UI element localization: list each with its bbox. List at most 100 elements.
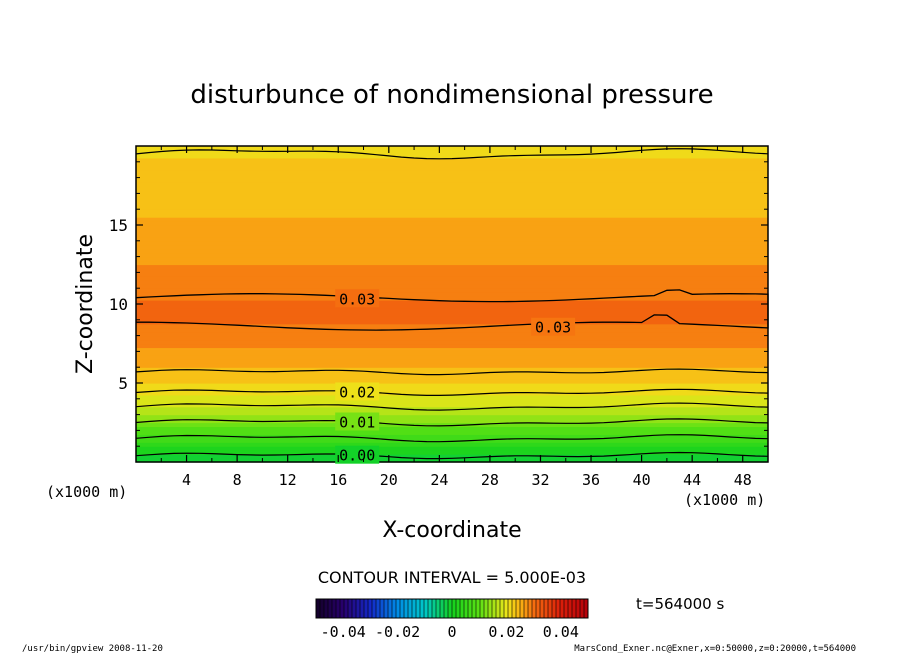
x-tick-label: 8 <box>233 471 242 489</box>
contour-band <box>136 430 768 435</box>
contour-band <box>136 418 768 424</box>
contour-band <box>136 450 768 455</box>
colorbar-cell <box>396 599 401 618</box>
colorbar-cell <box>420 599 425 618</box>
x-tick-label: 28 <box>481 471 499 489</box>
colorbar-cell <box>376 599 381 618</box>
contour-band <box>136 280 768 285</box>
colorbar-cell <box>564 599 569 618</box>
contour-band <box>136 209 768 214</box>
contour-band <box>136 146 768 151</box>
contour-band <box>136 296 768 301</box>
contour-label: 0.00 <box>335 445 380 465</box>
colorbar-cell <box>324 599 329 618</box>
contour-band <box>136 438 768 443</box>
contour-band <box>136 173 768 179</box>
contour-band <box>136 300 768 305</box>
contour-band <box>136 165 768 171</box>
x-tick-label: 16 <box>329 471 347 489</box>
x-tick-label: 24 <box>430 471 448 489</box>
contour-band <box>136 414 768 420</box>
colorbar-tick-label: 0 <box>447 623 456 641</box>
contour-label-text: 0.02 <box>339 383 375 401</box>
contour-band <box>136 264 768 270</box>
colorbar-cell <box>536 599 541 618</box>
contour-band <box>136 232 768 238</box>
contour-label-bg <box>335 445 380 464</box>
contour-band <box>136 217 768 222</box>
contour-band <box>136 386 768 392</box>
colorbar-cell <box>360 599 365 618</box>
contour-band <box>136 248 768 254</box>
colorbar-cell <box>568 599 573 618</box>
contour-label-bg <box>335 382 380 401</box>
contour-band <box>136 221 768 226</box>
x-tick-label: 40 <box>633 471 651 489</box>
x-tick-label: 4 <box>182 471 191 489</box>
contour-band <box>136 343 768 349</box>
contour-band <box>136 225 768 230</box>
colorbar-cell <box>444 599 449 618</box>
contour-band <box>136 375 768 380</box>
colorbar-tick-label: -0.02 <box>375 623 420 641</box>
colorbar-cell <box>544 599 549 618</box>
contour-band <box>136 240 768 246</box>
contour-band <box>136 177 768 183</box>
contour-band <box>136 197 768 202</box>
colorbar-cell <box>508 599 513 618</box>
contour-band <box>136 149 768 155</box>
y-tick-label: 10 <box>109 295 128 314</box>
contour-band <box>136 363 768 368</box>
contour-band <box>136 351 768 356</box>
colorbar-cell <box>388 599 393 618</box>
contour-label-bg <box>335 412 380 431</box>
contour-band <box>136 185 768 191</box>
colorbar-cell <box>340 599 345 618</box>
colorbar-cell <box>464 599 469 618</box>
colorbar-cell <box>468 599 473 618</box>
colorbar-cell <box>560 599 565 618</box>
colorbar-cell <box>584 599 589 618</box>
colorbar-cell <box>520 599 525 618</box>
contour-band <box>136 307 768 313</box>
contour-band <box>136 458 768 463</box>
contour-band <box>136 189 768 194</box>
contour-band <box>136 383 768 388</box>
contour-band <box>136 292 768 297</box>
contour-band <box>136 315 768 321</box>
colorbar-frame <box>315 598 589 619</box>
contour-band <box>136 252 768 258</box>
colorbar-cell <box>528 599 533 618</box>
x-axis-label: X-coordinate <box>382 518 521 543</box>
colorbar-cell <box>496 599 501 618</box>
colorbar-cell <box>416 599 421 618</box>
contour-label-bg <box>335 289 380 308</box>
contour-band <box>136 236 768 242</box>
contour-band <box>136 406 768 412</box>
colorbar-cell <box>448 599 453 618</box>
colorbar-cell <box>400 599 405 618</box>
contour-band <box>136 193 768 198</box>
contour-interval-text: CONTOUR INTERVAL = 5.000E-03 <box>318 568 586 587</box>
contour-band <box>136 153 768 159</box>
contour-label-text: 0.01 <box>339 414 375 432</box>
colorbar-cell <box>412 599 417 618</box>
colorbar-cell <box>504 599 509 618</box>
colorbar-cell <box>320 599 325 618</box>
contour-band <box>136 379 768 384</box>
y-tick-label: 15 <box>109 216 128 235</box>
contour-band <box>136 359 768 364</box>
contour-band <box>136 311 768 317</box>
contour-label-text: 0.00 <box>339 447 375 465</box>
colorbar-cell <box>424 599 429 618</box>
colorbar-cell <box>428 599 433 618</box>
colorbar-cell <box>552 599 557 618</box>
contour-band <box>136 442 768 447</box>
colorbar-cell <box>432 599 437 618</box>
colorbar-cell <box>364 599 369 618</box>
contour-band <box>136 244 768 250</box>
colorbar-cell <box>380 599 385 618</box>
contour-band <box>136 335 768 341</box>
contour-band <box>136 394 768 400</box>
